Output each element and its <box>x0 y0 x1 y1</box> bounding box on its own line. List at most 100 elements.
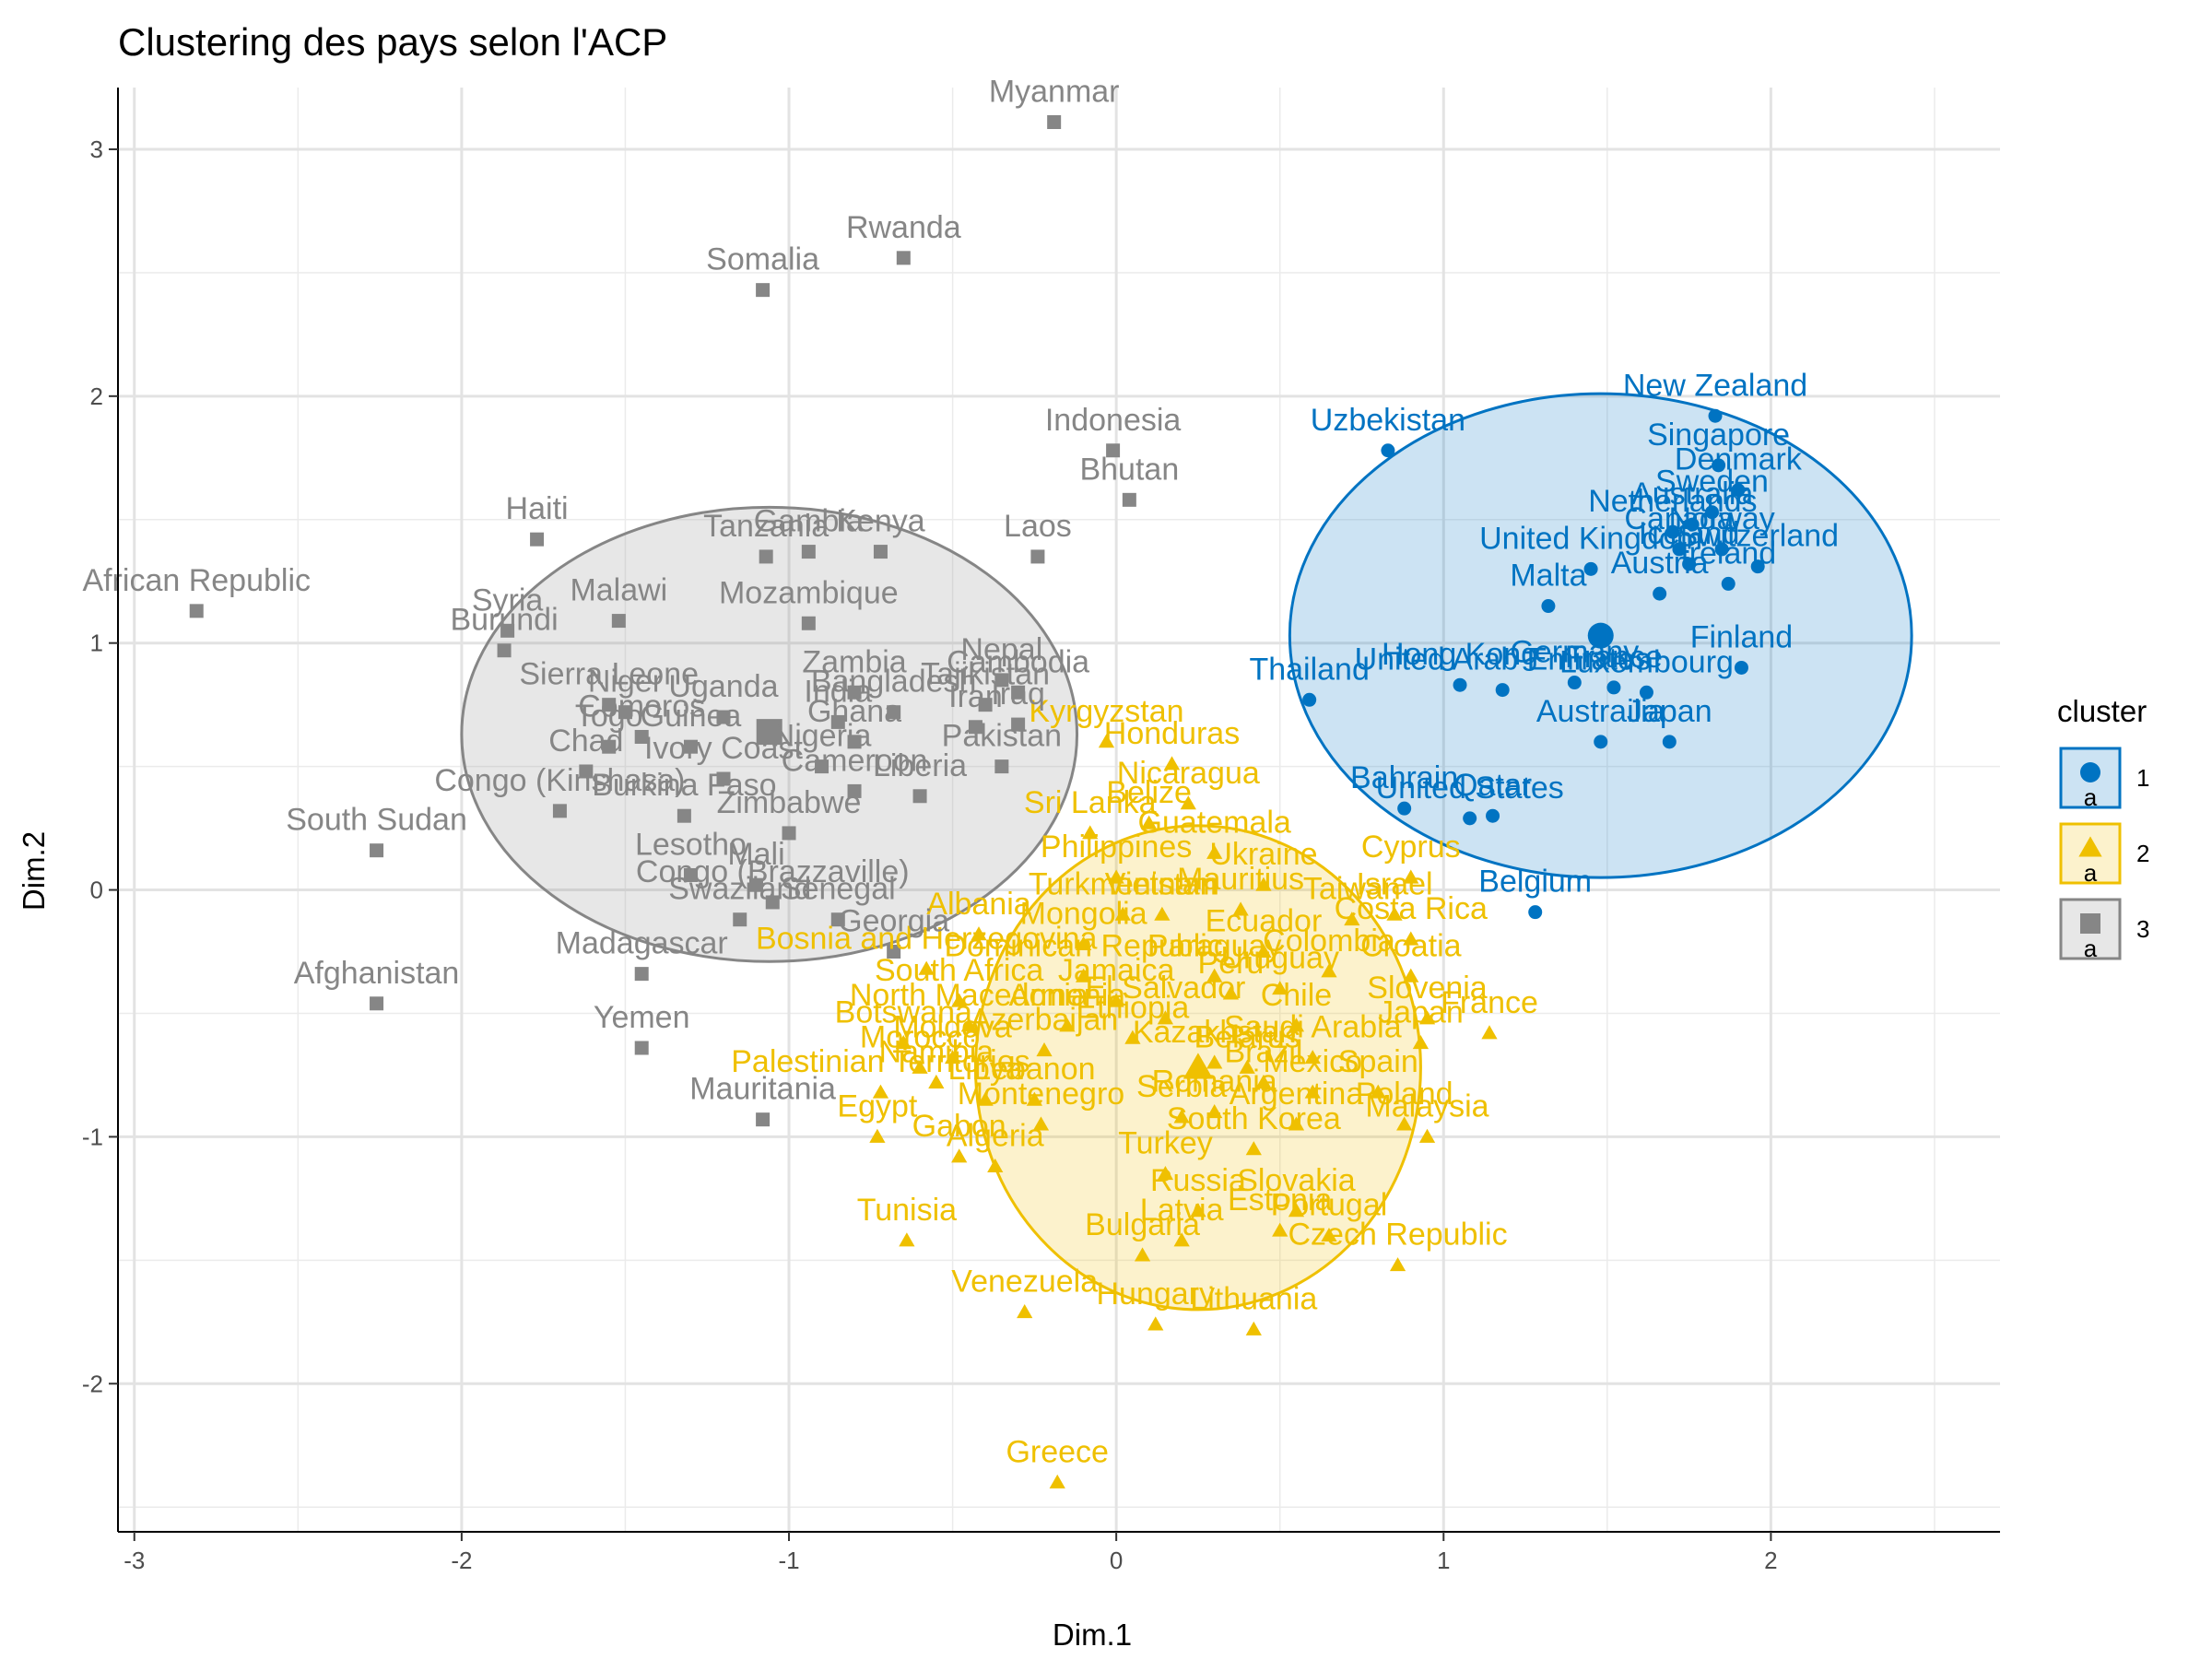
point-label: Azerbaijan <box>971 1003 1119 1038</box>
cluster-2-point <box>1232 901 1249 916</box>
point-label: Argentina <box>1230 1077 1364 1112</box>
cluster-3-point <box>1011 685 1026 700</box>
cluster-2-point <box>1255 943 1272 958</box>
cluster-2-point <box>1206 1054 1223 1069</box>
cluster-2-point <box>1396 1116 1413 1131</box>
cluster-1-point <box>1653 586 1667 601</box>
cluster-3-point <box>370 996 384 1011</box>
point-label: Bosnia and Herzegovina <box>756 921 1098 956</box>
data-points <box>189 115 1765 1488</box>
cluster-3-point <box>552 804 567 818</box>
y-tick-label: -1 <box>82 1123 103 1150</box>
cluster-2-point <box>1114 906 1131 921</box>
point-label: Gambia <box>754 504 864 539</box>
cluster-2-point <box>1288 1203 1305 1218</box>
cluster-3-point <box>847 685 862 700</box>
point-label: Honduras <box>1104 716 1240 751</box>
axes: -3 -2 -1 0 1 2 -2 -1 0 1 2 3 <box>82 88 2000 1574</box>
point-label: Burkina Faso <box>592 768 776 803</box>
cluster-1-point <box>1704 505 1719 520</box>
point-labels: New Zealand SingaporeDenmarkSwedenNetherl… <box>82 75 1839 1470</box>
x-tick-label: -1 <box>778 1547 799 1574</box>
point-label: Mauritania <box>689 1072 836 1107</box>
point-label: Czech Republic <box>1288 1218 1507 1253</box>
cluster-3-point <box>994 759 1009 774</box>
cluster-3-point <box>716 710 731 724</box>
cluster-1-point <box>1594 735 1608 749</box>
point-label: El Salvador <box>1085 971 1245 1006</box>
cluster-2-point <box>1245 1321 1262 1335</box>
cluster-2-point <box>951 1148 968 1163</box>
point-label: Hong Kong <box>1382 637 1538 672</box>
point-label: Madagascar <box>556 926 728 961</box>
cluster-2-point <box>1032 1116 1050 1131</box>
cluster-3-point <box>634 967 649 982</box>
cluster-3-point <box>830 912 845 927</box>
cluster-1-point <box>1672 542 1687 557</box>
point-label: Comoros <box>578 688 705 724</box>
cluster-2-point <box>1076 935 1092 950</box>
point-label: South Sudan <box>286 803 467 838</box>
point-label: Belize <box>1106 775 1192 810</box>
cluster-2-point <box>928 1074 945 1088</box>
x-axis-label: Dim.1 <box>1053 1618 1132 1652</box>
point-label: Chile <box>1261 978 1332 1013</box>
point-label: India <box>804 674 872 709</box>
point-label: Taiwan <box>1303 872 1401 907</box>
cluster-1-point <box>1721 576 1735 591</box>
point-label: Sweden <box>1655 465 1769 500</box>
cluster-3-point <box>1106 443 1121 458</box>
point-label: Colombia <box>1263 924 1395 959</box>
point-label: Thailand <box>1249 652 1369 687</box>
cluster-2-point <box>1026 1091 1042 1106</box>
cluster-3-point <box>579 764 594 779</box>
point-label: Myanmar <box>989 75 1120 110</box>
cluster-2-point <box>1082 825 1099 840</box>
point-label: France <box>1565 640 1663 675</box>
legend-entry-2: 2 <box>2136 840 2149 867</box>
legend-entry-3: 3 <box>2136 915 2149 943</box>
point-label: Croatia <box>1360 928 1462 963</box>
point-label: Cameroon <box>782 743 928 778</box>
point-label: Dominican Republic <box>944 928 1222 963</box>
point-label: Mexico <box>1263 1044 1362 1079</box>
point-label: Philippines <box>1041 830 1192 865</box>
point-label: Rwanda <box>846 210 961 245</box>
cluster-2-point <box>1418 1128 1436 1143</box>
cluster-2-point <box>1288 1018 1305 1032</box>
point-label: Singapore <box>1647 418 1790 453</box>
cluster-2-point <box>1190 1203 1206 1218</box>
point-label: Malaysia <box>1365 1088 1488 1124</box>
cluster-3-point <box>611 614 626 629</box>
cluster-2-point <box>1288 1116 1305 1131</box>
point-label: Serbia <box>1136 1069 1227 1104</box>
cluster-2-point <box>1412 1035 1430 1050</box>
cluster-3-point <box>994 673 1009 688</box>
cluster-3-point <box>847 783 862 798</box>
point-label: Botswana <box>835 995 972 1030</box>
cluster-3-point <box>887 945 901 959</box>
cluster-1-point <box>1731 483 1746 498</box>
point-label: United Kingdom <box>1479 521 1702 556</box>
cluster-3-point <box>830 714 845 729</box>
cluster-3-point <box>677 808 691 823</box>
point-label: Algeria <box>947 1119 1044 1154</box>
point-label: Ivory Coast <box>644 731 803 766</box>
point-label: Congo (Brazzaville) <box>636 854 910 889</box>
point-label: Sierra Leone <box>519 657 699 692</box>
x-tick-label: 0 <box>1110 1547 1123 1574</box>
cluster-2-point <box>872 1084 889 1099</box>
point-label: Austrailia <box>1536 694 1665 729</box>
point-label: Bhutan <box>1079 452 1179 487</box>
point-label: Turkey <box>1118 1126 1213 1161</box>
point-label: Portugal <box>1271 1188 1388 1223</box>
point-label: Jamaica <box>1058 953 1175 988</box>
point-label: Haiti <box>506 491 569 526</box>
cluster-3-point <box>634 1041 649 1055</box>
cluster-2-point <box>951 993 968 1007</box>
cluster-2-point <box>1157 1010 1174 1025</box>
cluster-3-point <box>1047 115 1062 130</box>
point-label: Namibia <box>878 1034 994 1069</box>
cluster-3-point <box>887 705 901 720</box>
point-label: Montenegro <box>958 1077 1124 1112</box>
